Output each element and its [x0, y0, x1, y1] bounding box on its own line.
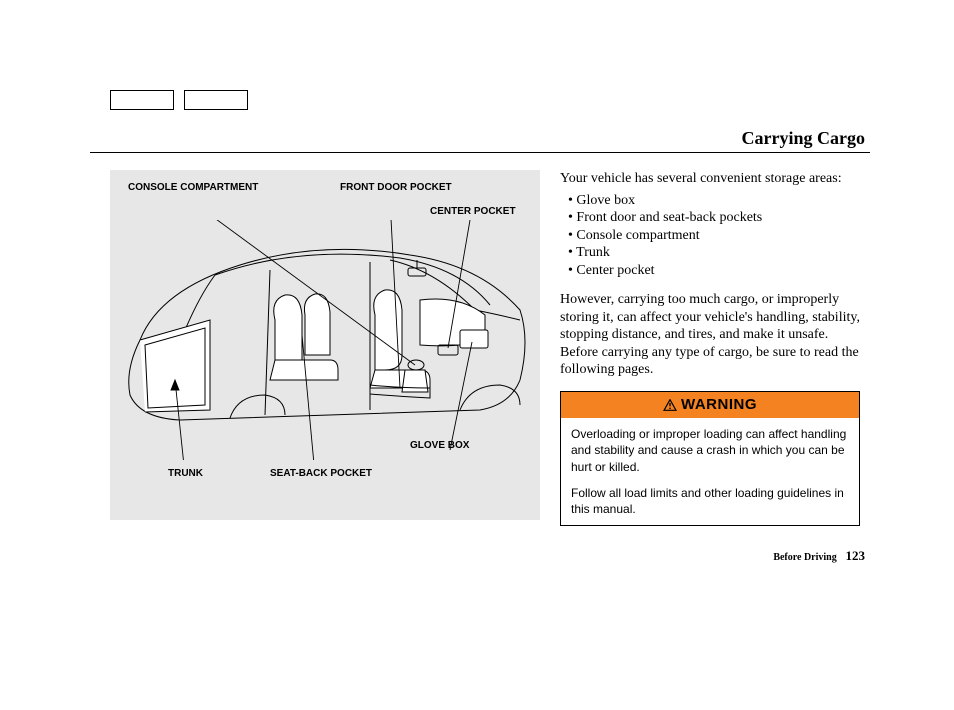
label-seat-back: SEAT-BACK POCKET	[270, 468, 372, 479]
bullet-item: Console compartment	[568, 227, 860, 245]
body-text-column: Your vehicle has several convenient stor…	[560, 170, 860, 526]
footer-page-number: 123	[846, 548, 866, 563]
warning-icon	[663, 399, 677, 411]
header-box-2	[184, 90, 248, 110]
label-center-pocket: CENTER POCKET	[430, 206, 516, 217]
storage-list: Glove box Front door and seat-back pocke…	[568, 192, 860, 280]
warning-header: WARNING	[561, 392, 859, 419]
intro-text: Your vehicle has several convenient stor…	[560, 170, 860, 188]
diagram: CONSOLE COMPARTMENT FRONT DOOR POCKET CE…	[110, 170, 540, 520]
page-footer: Before Driving 123	[773, 548, 865, 564]
bullet-item: Trunk	[568, 244, 860, 262]
warning-p1: Overloading or improper loading can affe…	[571, 426, 849, 475]
warning-body: Overloading or improper loading can affe…	[561, 418, 859, 525]
bullet-item: Center pocket	[568, 262, 860, 280]
warning-box: WARNING Overloading or improper loading …	[560, 391, 860, 527]
label-front-door: FRONT DOOR POCKET	[340, 182, 452, 193]
label-console: CONSOLE COMPARTMENT	[128, 182, 258, 193]
caution-paragraph: However, carrying too much cargo, or imp…	[560, 291, 860, 379]
header-box-1	[110, 90, 174, 110]
title-rule	[90, 152, 870, 153]
footer-section: Before Driving	[773, 552, 836, 563]
bullet-item: Glove box	[568, 192, 860, 210]
label-trunk: TRUNK	[168, 468, 203, 479]
warning-p2: Follow all load limits and other loading…	[571, 485, 849, 517]
car-illustration	[120, 220, 530, 460]
bullet-item: Front door and seat-back pockets	[568, 209, 860, 227]
page-container: Carrying Cargo CONSOLE COMPARTMENT FRONT…	[90, 40, 870, 660]
header-boxes	[110, 90, 248, 110]
warning-header-text: WARNING	[681, 396, 757, 415]
page-title: Carrying Cargo	[742, 128, 865, 149]
